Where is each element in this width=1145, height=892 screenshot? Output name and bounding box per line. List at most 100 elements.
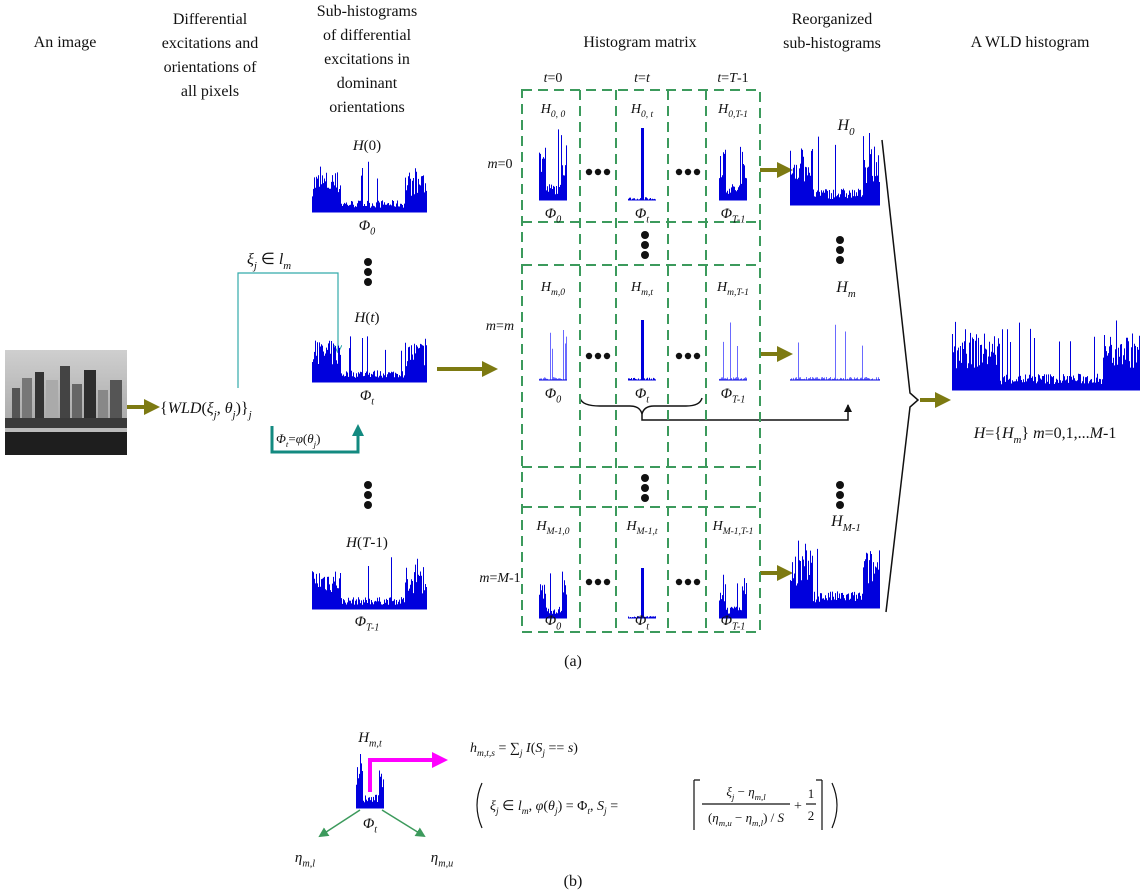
text-segment: η xyxy=(748,784,754,799)
text-segment: S xyxy=(535,741,542,756)
ellipsis xyxy=(675,578,683,586)
text-segment: =0,1,... xyxy=(1045,425,1090,442)
text-segment: − xyxy=(732,810,746,825)
label: + xyxy=(794,799,802,814)
arrows xyxy=(127,162,951,581)
text-segment: t xyxy=(646,215,650,226)
label: Reorganized xyxy=(792,11,873,28)
text-segment: ( xyxy=(357,535,362,551)
text-segment: η xyxy=(295,850,302,866)
text-segment: = xyxy=(721,71,729,86)
ellipsis xyxy=(684,578,692,586)
label: all pixels xyxy=(181,83,239,100)
text-segment: j xyxy=(231,409,236,421)
text-segment: ) xyxy=(375,310,380,326)
text-segment: S xyxy=(597,799,604,814)
formula: HM-1,T-1 xyxy=(712,519,754,537)
ellipsis xyxy=(641,251,649,259)
text-segment: t xyxy=(634,71,639,86)
text-segment: s xyxy=(568,741,574,756)
text-segment: m,t,s xyxy=(477,749,495,759)
text-segment: ( xyxy=(531,741,536,756)
text-segment: 0,T-1 xyxy=(728,110,748,120)
count-arrow xyxy=(368,752,448,792)
city-image xyxy=(5,350,127,455)
text-segment: m,t xyxy=(369,739,383,750)
text-segment: l xyxy=(279,251,284,268)
formula: ηm,u xyxy=(431,850,453,870)
text-segment: WLD xyxy=(168,400,202,417)
formula: H0, 0 xyxy=(540,102,566,120)
text-segment: = xyxy=(607,799,619,814)
label: of differential xyxy=(323,27,412,44)
text-segment: Φ xyxy=(276,431,286,446)
text-segment: -1) xyxy=(370,535,388,551)
text-segment: m,l xyxy=(302,859,315,870)
formula: hm,t,s = ∑j I(Sj == s) xyxy=(470,741,578,759)
upper-arrow xyxy=(381,809,426,838)
text-segment: M xyxy=(496,571,510,586)
text-segment: 0 xyxy=(370,227,375,238)
text-segment: m,l xyxy=(752,818,764,828)
ellipsis xyxy=(836,256,844,264)
formula: m=M-1 xyxy=(479,571,520,586)
text-segment: , xyxy=(217,400,225,417)
matrix-grid xyxy=(521,89,761,633)
text-segment: H xyxy=(540,102,552,117)
text-segment: T xyxy=(729,71,738,86)
text-segment: H xyxy=(630,280,642,295)
text-segment: = xyxy=(496,319,504,334)
formula: ΦT-1 xyxy=(721,206,746,226)
text-segment: ( xyxy=(708,810,712,825)
ellipsis xyxy=(836,501,844,509)
text-segment: , xyxy=(590,799,597,814)
ellipsis xyxy=(364,258,372,266)
text-segment: )} xyxy=(236,400,249,417)
formula: H(T-1) xyxy=(345,535,388,551)
text-segment: H xyxy=(837,117,851,134)
histogram xyxy=(628,320,656,380)
formula: ΦT-1 xyxy=(721,613,746,633)
label: A WLD histogram xyxy=(971,34,1090,51)
text-segment: H xyxy=(717,102,729,117)
text-segment: H xyxy=(830,513,844,530)
label: (b) xyxy=(564,873,583,890)
ellipsis xyxy=(675,352,683,360)
text-segment: j xyxy=(494,807,499,817)
ellipsis xyxy=(585,578,593,586)
formula-brackets xyxy=(476,779,838,830)
text-segment: m,u xyxy=(438,859,453,870)
text-segment: ξ xyxy=(490,799,496,814)
ellipsis xyxy=(836,481,844,489)
text-segment: j xyxy=(540,749,545,759)
text-segment: H xyxy=(345,535,358,551)
ellipsis xyxy=(836,236,844,244)
text-segment: ∈ xyxy=(257,251,279,268)
text-segment: T xyxy=(362,535,372,551)
histogram xyxy=(539,571,567,618)
text-segment: T-1 xyxy=(732,622,745,633)
text-segment: } xyxy=(1021,425,1033,442)
text-segment: T-1 xyxy=(366,623,379,634)
histogram xyxy=(539,330,567,380)
text-segment: m xyxy=(504,319,514,334)
label: orientations xyxy=(329,99,405,116)
histogram xyxy=(312,557,427,609)
formula: t=t xyxy=(634,71,651,86)
text-segment: 0, 0 xyxy=(551,110,566,120)
text-segment: -1 xyxy=(509,571,521,586)
text-segment: m xyxy=(1033,425,1045,442)
text-segment: ( xyxy=(303,431,307,446)
text-segment: =0 xyxy=(498,157,513,172)
text-segment: j xyxy=(252,260,257,272)
text-segment: H xyxy=(535,519,547,534)
histogram xyxy=(952,320,1140,390)
text-segment: H xyxy=(357,730,370,746)
formula: HM-1,t xyxy=(625,519,657,537)
ellipsis xyxy=(641,494,649,502)
formula: H0, t xyxy=(630,102,654,120)
text-segment: t xyxy=(646,71,651,86)
text-segment: t xyxy=(544,71,549,86)
text-segment: 0, t xyxy=(641,110,654,120)
label: 1 xyxy=(808,786,815,801)
